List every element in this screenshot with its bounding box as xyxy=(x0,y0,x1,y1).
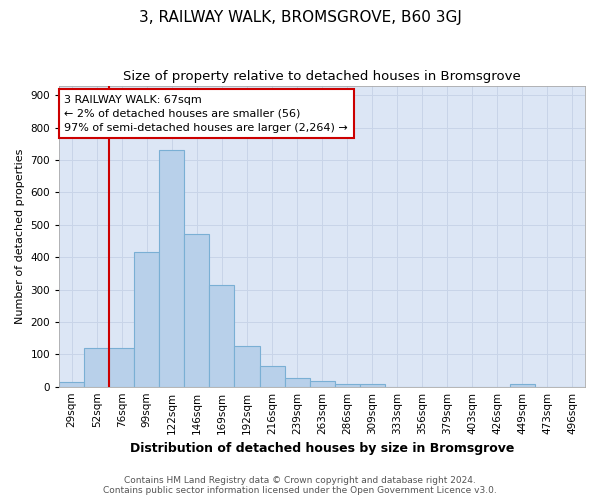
Bar xyxy=(134,252,160,386)
Bar xyxy=(335,384,359,386)
Title: Size of property relative to detached houses in Bromsgrove: Size of property relative to detached ho… xyxy=(123,70,521,83)
Bar xyxy=(284,378,310,386)
Bar xyxy=(359,384,385,386)
X-axis label: Distribution of detached houses by size in Bromsgrove: Distribution of detached houses by size … xyxy=(130,442,514,455)
Bar xyxy=(209,286,235,386)
Bar xyxy=(310,381,335,386)
Bar xyxy=(84,348,109,387)
Text: 3 RAILWAY WALK: 67sqm
← 2% of detached houses are smaller (56)
97% of semi-detac: 3 RAILWAY WALK: 67sqm ← 2% of detached h… xyxy=(64,94,348,132)
Bar xyxy=(59,382,84,386)
Bar xyxy=(235,346,260,387)
Bar xyxy=(160,150,184,386)
Text: 3, RAILWAY WALK, BROMSGROVE, B60 3GJ: 3, RAILWAY WALK, BROMSGROVE, B60 3GJ xyxy=(139,10,461,25)
Bar xyxy=(184,234,209,386)
Bar xyxy=(109,348,134,387)
Text: Contains HM Land Registry data © Crown copyright and database right 2024.
Contai: Contains HM Land Registry data © Crown c… xyxy=(103,476,497,495)
Bar xyxy=(510,384,535,386)
Bar xyxy=(260,366,284,386)
Y-axis label: Number of detached properties: Number of detached properties xyxy=(15,148,25,324)
